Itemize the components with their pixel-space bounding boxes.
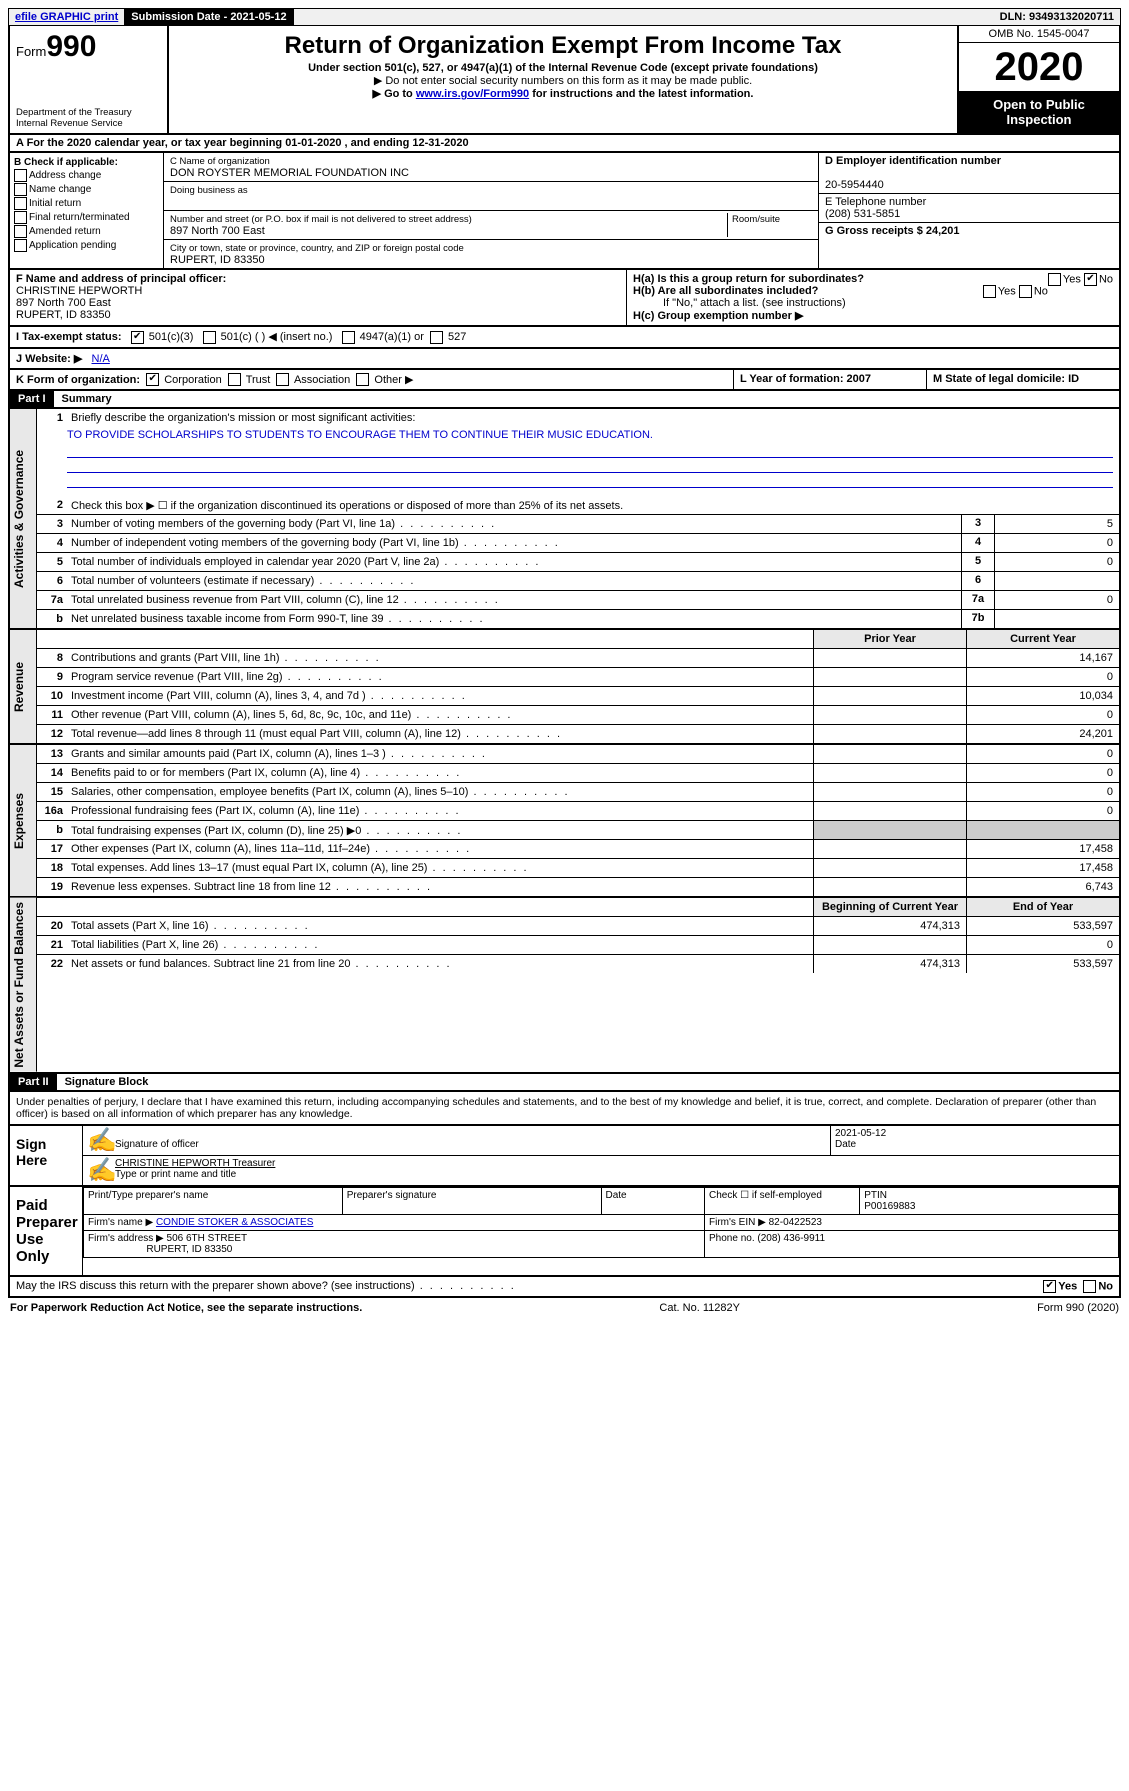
open-to-public: Open to Public Inspection (959, 91, 1119, 133)
state-domicile: M State of legal domicile: ID (926, 370, 1119, 390)
tab-governance: Activities & Governance (10, 409, 37, 628)
mission-statement: TO PROVIDE SCHOLARSHIPS TO STUDENTS TO E… (37, 427, 1119, 443)
section-c: C Name of organization DON ROYSTER MEMOR… (164, 153, 818, 268)
tab-netassets: Net Assets or Fund Balances (10, 898, 37, 1072)
part1-header: Part I Summary (8, 391, 1121, 409)
section-b: B Check if applicable: Address change Na… (10, 153, 164, 268)
tab-revenue: Revenue (10, 630, 37, 743)
ptin: P00169883 (864, 1201, 915, 1212)
perjury-statement: Under penalties of perjury, I declare th… (8, 1092, 1121, 1126)
line-a-tax-year: A For the 2020 calendar year, or tax yea… (8, 135, 1121, 153)
dln: DLN: 93493132020711 (994, 9, 1120, 25)
form-number: Form990 (16, 30, 161, 64)
part1-governance: Activities & Governance 1 Briefly descri… (8, 409, 1121, 630)
efile-link[interactable]: efile GRAPHIC print (9, 9, 125, 25)
org-name: DON ROYSTER MEMORIAL FOUNDATION INC (170, 167, 409, 179)
pen-icon: ✍ (83, 1126, 111, 1155)
section-klm: K Form of organization: ✔ Corporation Tr… (8, 370, 1121, 392)
irs-discuss: May the IRS discuss this return with the… (8, 1277, 1121, 1298)
section-f-h: F Name and address of principal officer:… (8, 270, 1121, 327)
form-note2: ▶ Go to www.irs.gov/Form990 for instruct… (173, 87, 953, 100)
form-title: Return of Organization Exempt From Incom… (173, 32, 953, 60)
tab-expenses: Expenses (10, 745, 37, 896)
city-state-zip: RUPERT, ID 83350 (170, 254, 265, 266)
part1-revenue: Revenue Prior Year Current Year 8Contrib… (8, 630, 1121, 745)
top-bar: efile GRAPHIC print Submission Date - 20… (8, 8, 1121, 26)
form-note1: ▶ Do not enter social security numbers o… (173, 74, 953, 87)
sig-date: 2021-05-12 (835, 1128, 886, 1139)
dept-treasury: Department of the Treasury Internal Reve… (16, 107, 161, 129)
form-subtitle: Under section 501(c), 527, or 4947(a)(1)… (173, 62, 953, 74)
page-footer: For Paperwork Reduction Act Notice, see … (8, 1298, 1121, 1318)
section-d: D Employer identification number 20-5954… (818, 153, 1119, 268)
sign-here-block: Sign Here ✍ Signature of officer 2021-05… (8, 1126, 1121, 1187)
website[interactable]: N/A (92, 353, 110, 365)
omb-number: OMB No. 1545-0047 (959, 26, 1119, 43)
tax-year: 2020 (959, 43, 1119, 91)
paid-preparer-block: Paid Preparer Use Only Print/Type prepar… (8, 1187, 1121, 1277)
section-j: J Website: ▶ N/A (8, 349, 1121, 370)
part2-header: Part II Signature Block (8, 1074, 1121, 1092)
firm-address: 506 6TH STREET (167, 1233, 248, 1244)
officer-print-name: CHRISTINE HEPWORTH Treasurer (115, 1158, 275, 1169)
phone: (208) 531-5851 (825, 208, 900, 220)
year-formation: L Year of formation: 2007 (733, 370, 926, 390)
officer-name: CHRISTINE HEPWORTH (16, 285, 142, 297)
submission-date: Submission Date - 2021-05-12 (125, 9, 293, 25)
firm-name[interactable]: CONDIE STOKER & ASSOCIATES (156, 1217, 313, 1228)
part1-netassets: Net Assets or Fund Balances Beginning of… (8, 898, 1121, 1074)
entity-block: B Check if applicable: Address change Na… (8, 153, 1121, 270)
part1-expenses: Expenses 13Grants and similar amounts pa… (8, 745, 1121, 898)
form-header: Form990 Department of the Treasury Inter… (8, 26, 1121, 135)
gross-receipts: G Gross receipts $ 24,201 (825, 225, 960, 237)
form990-link[interactable]: www.irs.gov/Form990 (416, 88, 529, 100)
preparer-table: Print/Type preparer's name Preparer's si… (83, 1187, 1119, 1258)
ein: 20-5954440 (825, 179, 884, 191)
firm-ein: 82-0422523 (769, 1217, 822, 1228)
pen-icon: ✍ (83, 1156, 111, 1185)
firm-phone: (208) 436-9911 (757, 1233, 825, 1244)
street-address: 897 North 700 East (170, 225, 265, 237)
section-i: I Tax-exempt status: ✔ 501(c)(3) 501(c) … (8, 327, 1121, 349)
